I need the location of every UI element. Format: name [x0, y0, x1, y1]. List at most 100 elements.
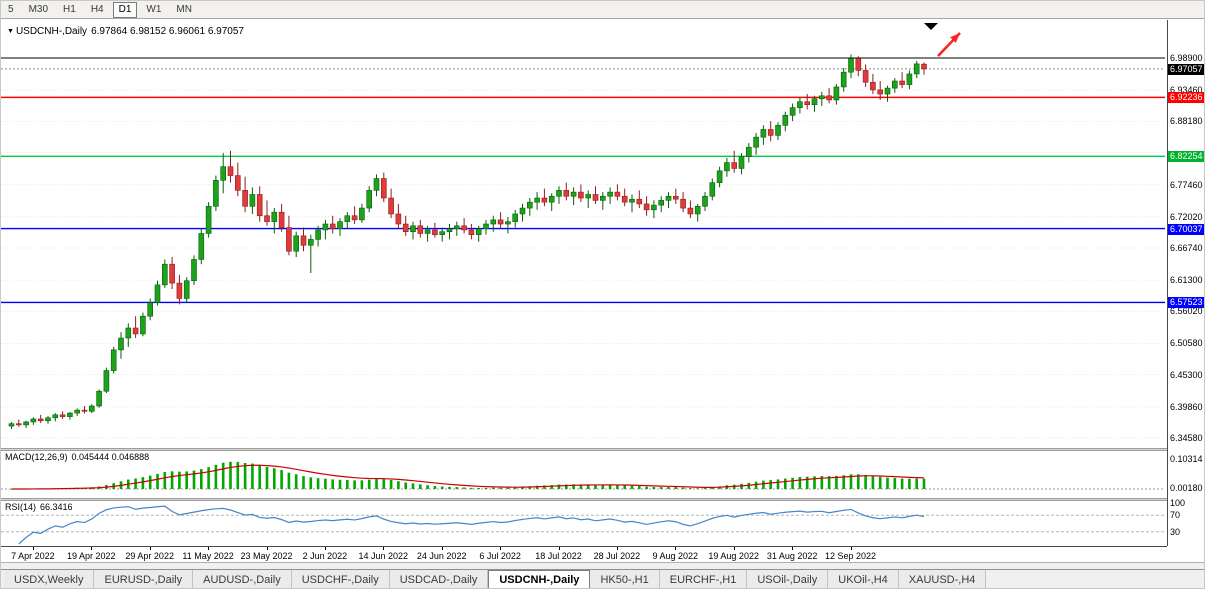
candle: [227, 166, 234, 176]
macd-bar: [601, 484, 605, 489]
candle: [782, 115, 789, 126]
macd-bar: [900, 478, 904, 489]
macd-bar: [200, 469, 203, 489]
macd-bar: [557, 484, 561, 489]
period-button-w1[interactable]: W1: [146, 3, 162, 15]
macd-bar: [265, 466, 269, 489]
macd-label: MACD(12,26,9) 0.045444 0.046888: [5, 452, 153, 462]
period-button-mn[interactable]: MN: [176, 3, 192, 15]
macd-bar: [696, 488, 699, 489]
candle: [213, 179, 219, 207]
macd-bar: [798, 477, 802, 489]
period-button-h1[interactable]: H1: [63, 3, 76, 15]
tab-eurchf-h1[interactable]: EURCHF-,H1: [659, 570, 748, 588]
macd-bar: [455, 487, 459, 489]
candle: [818, 95, 825, 100]
period-button-m30[interactable]: M30: [28, 3, 49, 15]
candle: [147, 302, 153, 317]
tab-usdcad-daily[interactable]: USDCAD-,Daily: [389, 570, 489, 588]
macd-bar: [703, 488, 707, 489]
macd-bar: [258, 465, 261, 489]
rsi-panel[interactable]: [1, 501, 1165, 546]
candle: [724, 162, 730, 172]
candle: [680, 198, 686, 209]
price-axis-label: 6.45300: [1170, 369, 1203, 380]
macd-bar: [579, 484, 583, 489]
candle: [344, 215, 351, 222]
candle: [300, 235, 307, 246]
time-axis-tick: [208, 547, 210, 550]
macd-bar: [543, 485, 546, 489]
time-axis-tick: [32, 547, 34, 550]
trend-arrow-head[interactable]: [950, 33, 960, 43]
macd-bar: [302, 476, 305, 489]
candle: [767, 129, 774, 136]
macd-bar: [835, 475, 838, 489]
macd-bar: [864, 474, 867, 489]
candle: [81, 409, 88, 412]
macd-bar: [893, 477, 897, 489]
candle: [848, 58, 854, 73]
macd-bar: [630, 485, 634, 489]
tab-audusd-daily[interactable]: AUDUSD-,Daily: [193, 570, 292, 588]
triangle-down-marker[interactable]: [924, 23, 938, 30]
symbol-dropdown-icon[interactable]: ▼: [7, 28, 14, 35]
macd-bar: [367, 479, 371, 489]
price-level-box: 6.70037: [1168, 223, 1204, 235]
tab-ukoil-h4[interactable]: UKOil-,H4: [828, 570, 899, 588]
macd-bar: [513, 487, 517, 489]
candle: [658, 200, 665, 206]
candle: [643, 203, 650, 211]
candle: [738, 156, 745, 169]
tab-usdchf-daily[interactable]: USDCHF-,Daily: [291, 570, 390, 588]
candle: [702, 195, 708, 207]
macd-splitter[interactable]: [1, 448, 1204, 451]
rsi-splitter[interactable]: [1, 498, 1204, 501]
price-axis[interactable]: 6.98900 6.93460 6.88180 6.77460 6.72020 6.667…: [1167, 20, 1204, 546]
candle: [913, 63, 920, 75]
price-chart[interactable]: [1, 20, 1165, 448]
candle: [432, 229, 438, 235]
candle: [629, 198, 635, 203]
tab-eurusd-daily[interactable]: EURUSD-,Daily: [94, 570, 194, 588]
macd-panel[interactable]: [1, 451, 1165, 498]
macd-bar: [849, 474, 853, 489]
candle: [351, 215, 358, 221]
time-axis-label: 12 Sep 2022: [824, 551, 877, 561]
candle: [804, 101, 811, 105]
candle: [789, 107, 796, 116]
candle: [694, 205, 701, 215]
time-axis[interactable]: 7 Apr 2022 19 Apr 2022 29 Apr 2022 11 May 2…: [1, 546, 1167, 562]
period-button-d1[interactable]: D1: [112, 1, 138, 18]
macd-bar: [623, 485, 626, 489]
macd-bar: [192, 470, 196, 489]
candle: [132, 327, 139, 335]
macd-bar: [324, 478, 327, 489]
macd-bar: [346, 479, 349, 489]
period-button-m5[interactable]: 5: [8, 3, 14, 15]
candle: [753, 136, 759, 148]
candle: [96, 390, 102, 407]
candle: [293, 235, 300, 252]
tab-usoil-daily[interactable]: USOil-,Daily: [747, 570, 829, 588]
price-axis-label: 6.93460: [1170, 85, 1203, 96]
macd-bar: [638, 486, 641, 489]
candle: [614, 191, 621, 197]
candle: [775, 125, 781, 136]
candle: [599, 195, 606, 201]
candle: [475, 228, 482, 235]
tab-usdx-weekly[interactable]: USDX,Weekly: [4, 570, 95, 588]
tab-xauusd-h4[interactable]: XAUUSD-,H4: [898, 570, 987, 588]
candle: [67, 412, 73, 417]
tab-usdcnh-daily[interactable]: USDCNH-,Daily: [488, 570, 591, 588]
candle: [183, 280, 190, 299]
period-button-h4[interactable]: H4: [90, 3, 104, 15]
candle: [563, 190, 570, 197]
chart-symbol-label: USDCNH-,Daily: [15, 26, 88, 37]
macd-bar: [148, 475, 152, 489]
rsi-axis-label: 30: [1170, 526, 1181, 537]
macd-bar: [827, 476, 831, 489]
macd-bar: [170, 471, 174, 489]
candle: [870, 81, 876, 91]
tab-hk50-h1[interactable]: HK50-,H1: [590, 570, 660, 588]
